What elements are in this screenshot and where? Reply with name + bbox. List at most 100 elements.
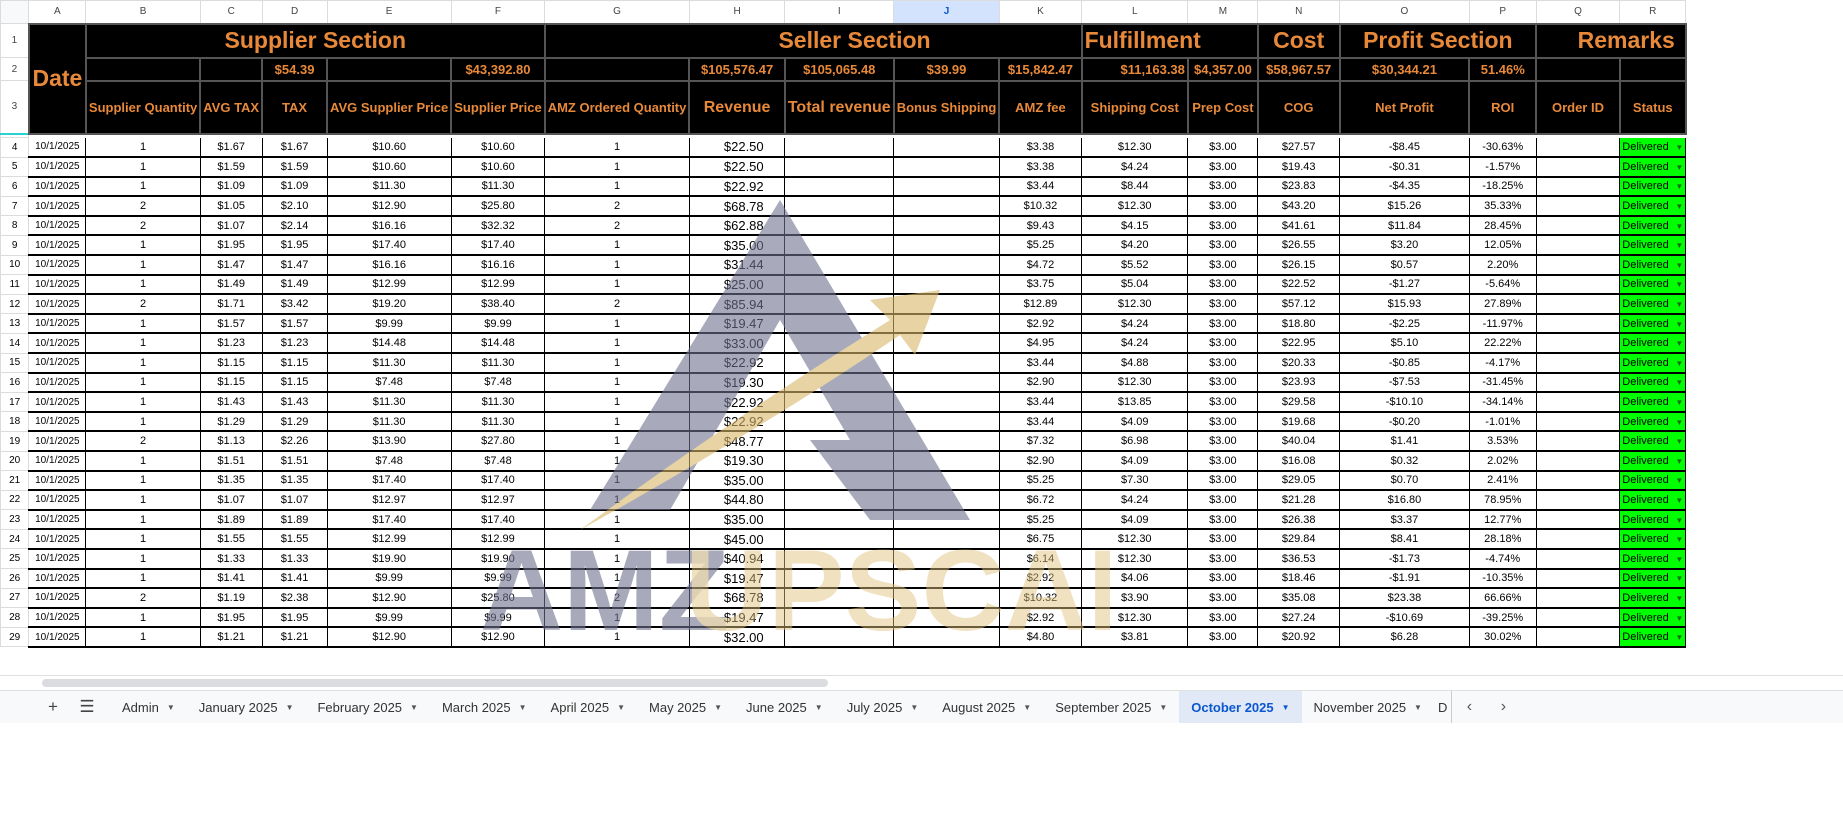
cell-qty[interactable]: 1 bbox=[85, 490, 201, 511]
dropdown-arrow-icon[interactable]: ▼ bbox=[1675, 319, 1684, 329]
cell-roi[interactable]: 66.66% bbox=[1468, 588, 1537, 609]
total-P[interactable]: 51.46% bbox=[1468, 56, 1538, 82]
cell-ship[interactable]: $4.24 bbox=[1081, 333, 1189, 355]
cell-cog[interactable]: $19.68 bbox=[1257, 411, 1341, 433]
row-number[interactable]: 4 bbox=[0, 137, 30, 158]
cell-bonus[interactable] bbox=[893, 568, 1000, 590]
cell-avg-tax[interactable]: $1.05 bbox=[199, 196, 263, 217]
cell-roi[interactable]: -10.35% bbox=[1468, 568, 1537, 590]
cell-avg-tax[interactable]: $1.95 bbox=[199, 235, 263, 257]
sheet-tab[interactable]: February 2025 ▼ bbox=[305, 691, 429, 724]
cell-sup[interactable]: $17.40 bbox=[450, 235, 546, 257]
date-header[interactable]: Date bbox=[27, 22, 87, 135]
cell-order[interactable] bbox=[1535, 294, 1621, 315]
cell-avg-tax[interactable]: $1.15 bbox=[199, 353, 263, 374]
cell-bonus[interactable] bbox=[893, 372, 1000, 394]
row-number[interactable]: 2 bbox=[0, 57, 30, 81]
cell-avg-tax[interactable]: $1.33 bbox=[199, 548, 263, 570]
status-dropdown[interactable]: Delivered ▼ bbox=[1619, 294, 1687, 315]
cell-amz-qty[interactable]: 1 bbox=[544, 607, 690, 629]
sheet-tab[interactable]: November 2025 ▼ bbox=[1302, 691, 1434, 724]
cell-ship[interactable]: $5.52 bbox=[1081, 255, 1189, 276]
status-dropdown[interactable]: Delivered ▼ bbox=[1619, 451, 1687, 472]
cell-prep[interactable]: $3.00 bbox=[1187, 588, 1259, 609]
tab-dropdown-icon[interactable]: ▼ bbox=[285, 702, 294, 712]
cell-ship[interactable]: $7.30 bbox=[1081, 470, 1189, 492]
cell-avg-sup[interactable]: $11.30 bbox=[326, 411, 452, 433]
cell-bonus[interactable] bbox=[893, 255, 1000, 276]
cell-net[interactable]: -$2.25 bbox=[1339, 313, 1470, 335]
cell-net[interactable]: $3.20 bbox=[1339, 235, 1470, 257]
cell-avg-sup[interactable]: $12.99 bbox=[326, 274, 452, 296]
cell-amz-qty[interactable]: 1 bbox=[544, 333, 690, 355]
cell-prep[interactable]: $3.00 bbox=[1187, 490, 1259, 511]
cell-fee[interactable]: $6.14 bbox=[998, 548, 1083, 570]
cell-ship[interactable]: $4.06 bbox=[1081, 568, 1189, 590]
cell-net[interactable]: $16.80 bbox=[1339, 490, 1470, 511]
row-number[interactable]: 13 bbox=[0, 313, 30, 334]
column-label-J[interactable]: Bonus Shipping bbox=[892, 79, 1001, 135]
total-K[interactable]: $15,842.47 bbox=[998, 56, 1083, 82]
cell-ship[interactable]: $4.20 bbox=[1081, 235, 1189, 257]
cell-sup[interactable]: $25.80 bbox=[450, 196, 546, 217]
dropdown-arrow-icon[interactable]: ▼ bbox=[1675, 633, 1684, 643]
cell-fee[interactable]: $3.38 bbox=[998, 157, 1083, 178]
cell-amz-qty[interactable]: 1 bbox=[544, 372, 690, 394]
cell-date[interactable]: 10/1/2025 bbox=[28, 548, 87, 570]
cell-bonus[interactable] bbox=[893, 157, 1000, 178]
dropdown-arrow-icon[interactable]: ▼ bbox=[1675, 535, 1684, 545]
row-number[interactable]: 17 bbox=[0, 391, 30, 413]
sheet-tab[interactable]: July 2025 ▼ bbox=[835, 691, 931, 724]
cell-cog[interactable]: $20.92 bbox=[1257, 627, 1341, 648]
cell-bonus[interactable] bbox=[893, 137, 1000, 159]
cell-total-rev[interactable] bbox=[784, 274, 895, 296]
cell-date[interactable]: 10/1/2025 bbox=[28, 431, 87, 452]
cell-cog[interactable]: $40.04 bbox=[1257, 431, 1341, 452]
cell-total-rev[interactable] bbox=[784, 333, 895, 355]
cell-bonus[interactable] bbox=[893, 235, 1000, 257]
sheet-tab[interactable]: September 2025 ▼ bbox=[1043, 691, 1179, 724]
cell-roi[interactable]: 12.77% bbox=[1468, 509, 1537, 531]
cell-ship[interactable]: $12.30 bbox=[1081, 548, 1189, 570]
dropdown-arrow-icon[interactable]: ▼ bbox=[1675, 456, 1684, 466]
cell-sup[interactable]: $19.90 bbox=[450, 548, 546, 570]
cell-prep[interactable]: $3.00 bbox=[1187, 255, 1259, 276]
cell-sup[interactable]: $10.60 bbox=[450, 157, 546, 178]
column-label-Q[interactable]: Order ID bbox=[1535, 79, 1621, 135]
cell-qty[interactable]: 1 bbox=[85, 176, 201, 198]
cell-tax[interactable]: $2.10 bbox=[261, 196, 328, 217]
cell-roi[interactable]: -1.01% bbox=[1468, 411, 1537, 433]
cell-avg-tax[interactable]: $1.29 bbox=[199, 411, 263, 433]
cell-revenue[interactable]: $22.92 bbox=[688, 392, 786, 413]
cell-avg-tax[interactable]: $1.47 bbox=[199, 255, 263, 276]
cell-avg-tax[interactable]: $1.19 bbox=[199, 588, 263, 609]
cell-fee[interactable]: $3.44 bbox=[998, 353, 1083, 374]
cell-total-rev[interactable] bbox=[784, 627, 895, 648]
row-number[interactable]: 8 bbox=[0, 215, 30, 236]
cell-net[interactable]: $15.93 bbox=[1339, 294, 1470, 315]
status-dropdown[interactable]: Delivered ▼ bbox=[1619, 509, 1687, 531]
section-supplier[interactable]: Supplier Section bbox=[84, 22, 546, 59]
status-dropdown[interactable]: Delivered ▼ bbox=[1619, 353, 1687, 374]
cell-tax[interactable]: $1.07 bbox=[261, 490, 328, 511]
column-label-G[interactable]: AMZ Ordered Quantity bbox=[543, 79, 691, 135]
status-dropdown[interactable]: Delivered ▼ bbox=[1619, 255, 1687, 276]
cell-avg-tax[interactable]: $1.35 bbox=[199, 470, 263, 492]
cell-avg-tax[interactable]: $1.21 bbox=[199, 627, 263, 648]
status-dropdown[interactable]: Delivered ▼ bbox=[1619, 568, 1687, 590]
cell-total-rev[interactable] bbox=[784, 294, 895, 315]
row-number[interactable]: 25 bbox=[0, 548, 30, 570]
cell-cog[interactable]: $36.53 bbox=[1257, 548, 1341, 570]
cell-date[interactable]: 10/1/2025 bbox=[28, 588, 87, 609]
dropdown-arrow-icon[interactable]: ▼ bbox=[1675, 495, 1684, 505]
cell-sup[interactable]: $9.99 bbox=[450, 568, 546, 590]
column-header-F[interactable]: F bbox=[450, 0, 546, 24]
cell-date[interactable]: 10/1/2025 bbox=[28, 137, 87, 159]
tab-dropdown-icon[interactable]: ▼ bbox=[410, 702, 418, 712]
cell-fee[interactable]: $2.90 bbox=[998, 451, 1083, 472]
cell-prep[interactable]: $3.00 bbox=[1187, 274, 1259, 296]
cell-avg-tax[interactable]: $1.15 bbox=[199, 372, 263, 394]
cell-bonus[interactable] bbox=[893, 176, 1000, 198]
column-label-R[interactable]: Status bbox=[1618, 79, 1687, 135]
cell-amz-qty[interactable]: 1 bbox=[544, 176, 690, 198]
